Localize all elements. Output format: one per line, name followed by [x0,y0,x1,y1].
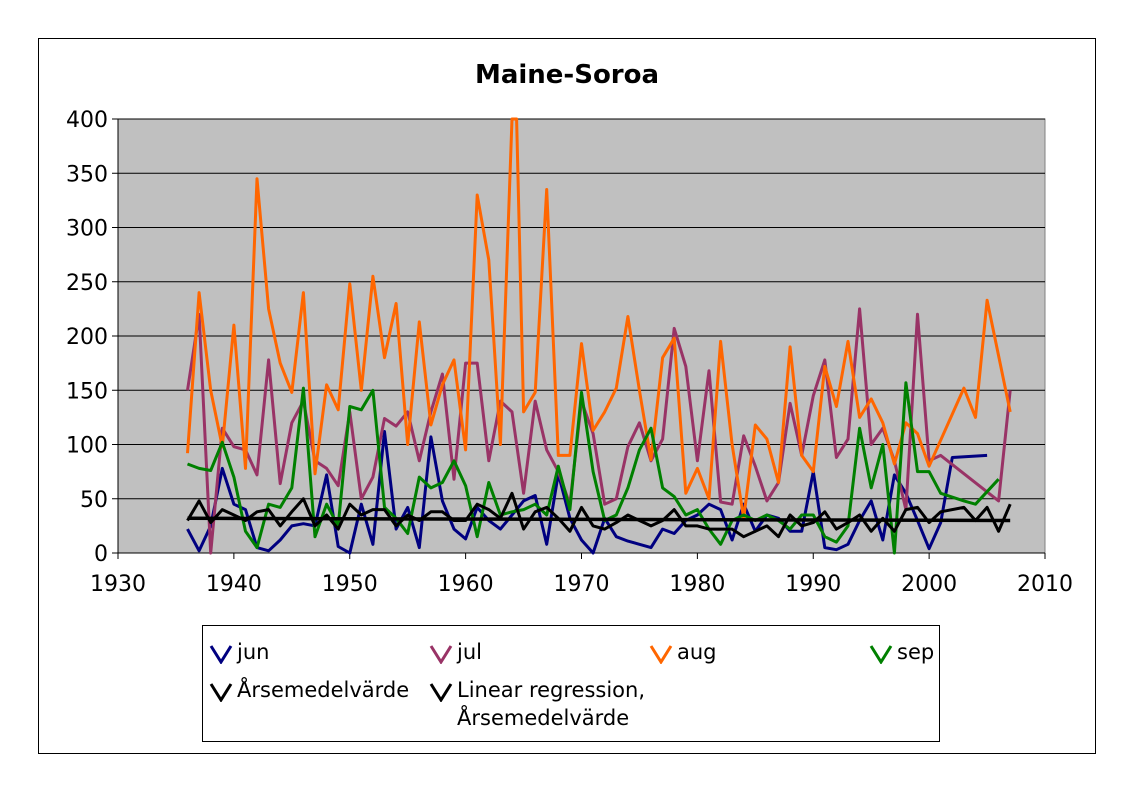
legend-swatch-jun [209,645,233,664]
x-tick-label: 2010 [1017,572,1073,597]
legend-swatch-aug [649,645,673,664]
x-tick-label: 1980 [669,572,725,597]
series-line-3 [186,381,1000,555]
y-tick-label: 0 [94,542,108,567]
legend-label-jul: jul [457,640,482,664]
legend-label-regression: Linear regression, Årsemedelvärde [457,676,645,732]
x-tick-label: 1950 [322,572,378,597]
y-tick-label: 250 [66,271,108,296]
chart-title: Maine-Soroa [475,60,659,90]
x-tick-label: 1940 [206,572,262,597]
legend-label-regression-line2: Årsemedelvärde [457,706,630,730]
legend-item-aug: aug [649,638,717,666]
legend-swatch-jul [429,645,453,664]
chart-legend: jun jul aug sep Årsemedelvärde Linear re… [202,625,940,742]
y-tick-label: 350 [66,162,108,187]
series-line-2 [186,117,1012,520]
series-line-5 [187,516,1011,523]
legend-swatch-sep [869,645,893,664]
legend-swatch-regression [429,683,453,702]
y-tick-label: 150 [66,379,108,404]
legend-label-jun: jun [237,640,270,664]
y-tick-label: 50 [80,488,108,513]
x-tick-label: 1970 [554,572,610,597]
y-tick-label: 100 [66,434,108,459]
legend-item-arsmedel: Årsemedelvärde [209,676,409,704]
y-tick-label: 400 [66,108,108,133]
legend-item-jul: jul [429,638,482,666]
y-tick-label: 300 [66,217,108,242]
legend-swatch-arsmedel [209,683,233,702]
legend-item-regression: Linear regression, Årsemedelvärde [429,676,645,732]
legend-label-regression-line1: Linear regression, [457,678,646,702]
legend-label-arsmedel: Årsemedelvärde [237,678,410,702]
legend-label-aug: aug [677,640,717,664]
legend-label-sep: sep [897,640,935,664]
x-tick-label: 1990 [785,572,841,597]
legend-item-sep: sep [869,638,934,666]
x-tick-label: 2000 [901,572,957,597]
y-tick-label: 200 [66,325,108,350]
x-tick-label: 1960 [438,572,494,597]
x-tick-label: 1930 [90,572,146,597]
legend-item-jun: jun [209,638,269,666]
